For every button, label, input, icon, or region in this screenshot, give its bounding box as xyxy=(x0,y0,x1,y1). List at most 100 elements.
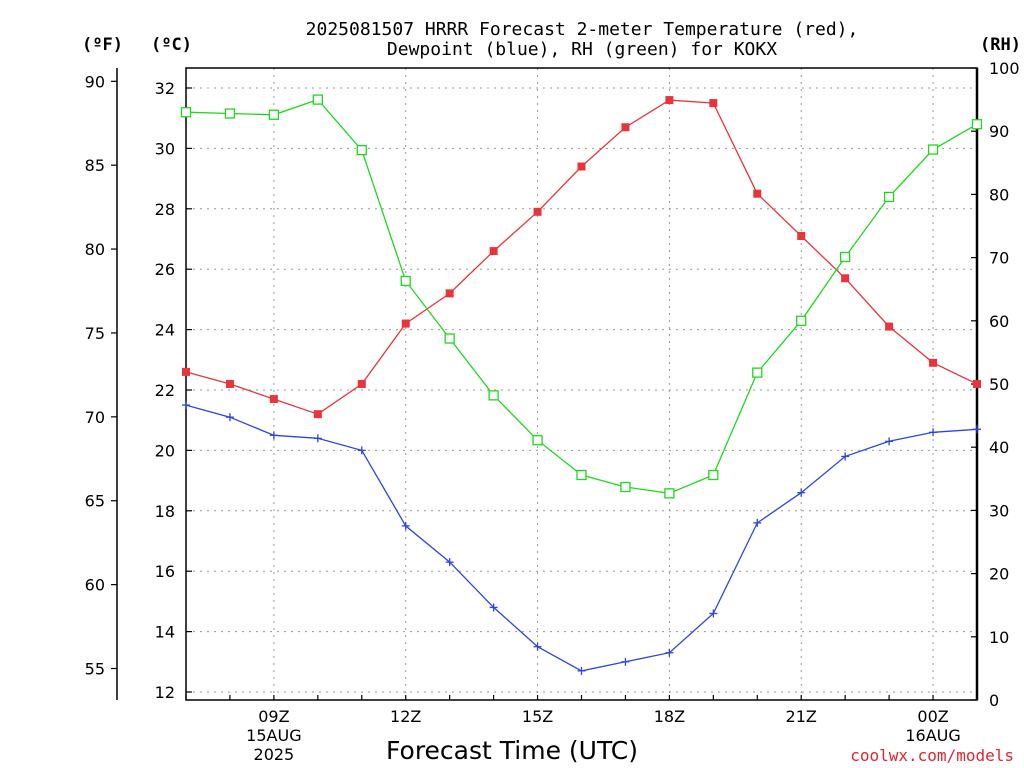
rh-tick-label: 90 xyxy=(989,122,1009,141)
rh-point xyxy=(356,145,367,156)
fahrenheit-tick-label: 55 xyxy=(85,660,105,679)
rh-point xyxy=(664,488,675,499)
rh-line xyxy=(185,98,978,494)
temperature-point xyxy=(665,96,674,105)
rh-series xyxy=(180,94,983,499)
fahrenheit-tick-label: 75 xyxy=(85,324,105,343)
celsius-tick-label: 26 xyxy=(155,260,175,279)
rh-point xyxy=(752,367,763,378)
temperature-point xyxy=(621,123,630,132)
x-axis-label: Forecast Time (UTC) xyxy=(386,736,638,765)
rh-unit-label: (RH) xyxy=(980,35,1021,55)
data-series xyxy=(180,94,983,675)
temperature-point xyxy=(401,319,410,328)
temperature-point xyxy=(445,289,454,298)
x-tick-label: 09Z xyxy=(258,707,289,726)
rh-point xyxy=(532,435,543,446)
x-tick-label: 15Z xyxy=(522,707,553,726)
x-tick-label: 00Z xyxy=(917,707,948,726)
rh-tick-label: 80 xyxy=(989,185,1009,204)
rh-tick-label: 100 xyxy=(989,59,1020,78)
dewpoint-point xyxy=(753,518,762,527)
x-tick-sublabel: 16AUG xyxy=(905,726,960,745)
dewpoint-point xyxy=(621,657,630,666)
fahrenheit-tick-label: 65 xyxy=(85,492,105,511)
rh-tick-label: 10 xyxy=(989,628,1009,647)
rh-point xyxy=(180,107,192,118)
temperature-line xyxy=(185,99,978,415)
rh-point xyxy=(268,109,280,120)
temperature-point xyxy=(797,231,806,240)
temperature-point xyxy=(489,247,498,256)
temperature-point xyxy=(269,395,278,404)
rh-point xyxy=(840,251,851,263)
rh-tick-label: 0 xyxy=(989,691,999,710)
temperature-point xyxy=(313,410,322,419)
temperature-point xyxy=(577,162,586,171)
dewpoint-series xyxy=(182,401,981,675)
temperature-point xyxy=(841,274,850,283)
temperature-point xyxy=(533,207,542,216)
celsius-tick-label: 30 xyxy=(155,139,175,158)
rh-tick-label: 20 xyxy=(989,565,1009,584)
rh-point xyxy=(444,333,455,344)
rh-tick-label: 50 xyxy=(989,375,1009,394)
celsius-tick-label: 18 xyxy=(155,502,175,521)
temperature-point xyxy=(973,379,981,388)
rh-point xyxy=(883,191,895,203)
dewpoint-point xyxy=(665,648,674,657)
x-tick-sublabel: 2025 xyxy=(254,745,295,764)
dewpoint-point xyxy=(182,401,190,410)
dewpoint-point xyxy=(885,437,894,446)
credit-text: coolwx.com/models xyxy=(850,746,1014,765)
dewpoint-point xyxy=(225,413,234,422)
fahrenheit-tick-label: 70 xyxy=(85,408,105,427)
fahrenheit-tick-label: 60 xyxy=(85,576,105,595)
dewpoint-point xyxy=(533,642,542,651)
fahrenheit-tick-label: 80 xyxy=(85,240,105,259)
grid-lines xyxy=(186,68,977,700)
axes xyxy=(111,67,979,701)
x-tick-label: 21Z xyxy=(786,707,817,726)
dewpoint-point xyxy=(841,452,850,461)
celsius-tick-label: 20 xyxy=(155,441,175,460)
dewpoint-point xyxy=(973,425,981,434)
x-tick-sublabel: 15AUG xyxy=(246,726,301,745)
rh-tick-label: 60 xyxy=(989,312,1009,331)
dewpoint-point xyxy=(577,666,586,675)
dewpoint-line xyxy=(185,404,978,672)
rh-tick-label: 70 xyxy=(989,249,1009,268)
temperature-series xyxy=(182,96,981,419)
temperature-point xyxy=(357,379,366,388)
celsius-unit-label: (ºC) xyxy=(151,35,192,55)
rh-point xyxy=(312,94,323,105)
x-tick-label: 18Z xyxy=(654,707,685,726)
temperature-point xyxy=(929,358,938,367)
dewpoint-point xyxy=(709,609,718,618)
temperature-point xyxy=(885,322,894,331)
dewpoint-point xyxy=(929,428,938,437)
rh-point xyxy=(971,119,983,130)
celsius-tick-label: 32 xyxy=(155,79,175,98)
celsius-tick-label: 16 xyxy=(155,562,175,581)
rh-point xyxy=(796,315,807,326)
tick-labels: 55 60 65 70 75 80 85 90 12 14 16 18 20 22 24 26 28 30 32 0 1… xyxy=(85,59,1020,764)
celsius-tick-label: 14 xyxy=(155,623,175,642)
rh-point xyxy=(224,108,236,119)
celsius-tick-label: 24 xyxy=(155,321,175,340)
rh-tick-label: 40 xyxy=(989,438,1009,457)
dewpoint-point xyxy=(357,446,366,455)
dewpoint-point xyxy=(445,558,454,567)
rh-point xyxy=(488,390,499,401)
dewpoint-point xyxy=(489,603,498,612)
rh-point xyxy=(620,481,631,493)
rh-point xyxy=(927,144,939,155)
chart-title-line1: 2025081507 HRRR Forecast 2-meter Tempera… xyxy=(306,19,859,40)
dewpoint-point xyxy=(269,431,278,440)
fahrenheit-unit-label: (ºF) xyxy=(82,35,123,55)
dewpoint-point xyxy=(797,488,806,497)
rh-point xyxy=(576,469,587,481)
rh-tick-label: 30 xyxy=(989,501,1009,520)
fahrenheit-tick-label: 90 xyxy=(85,72,105,91)
